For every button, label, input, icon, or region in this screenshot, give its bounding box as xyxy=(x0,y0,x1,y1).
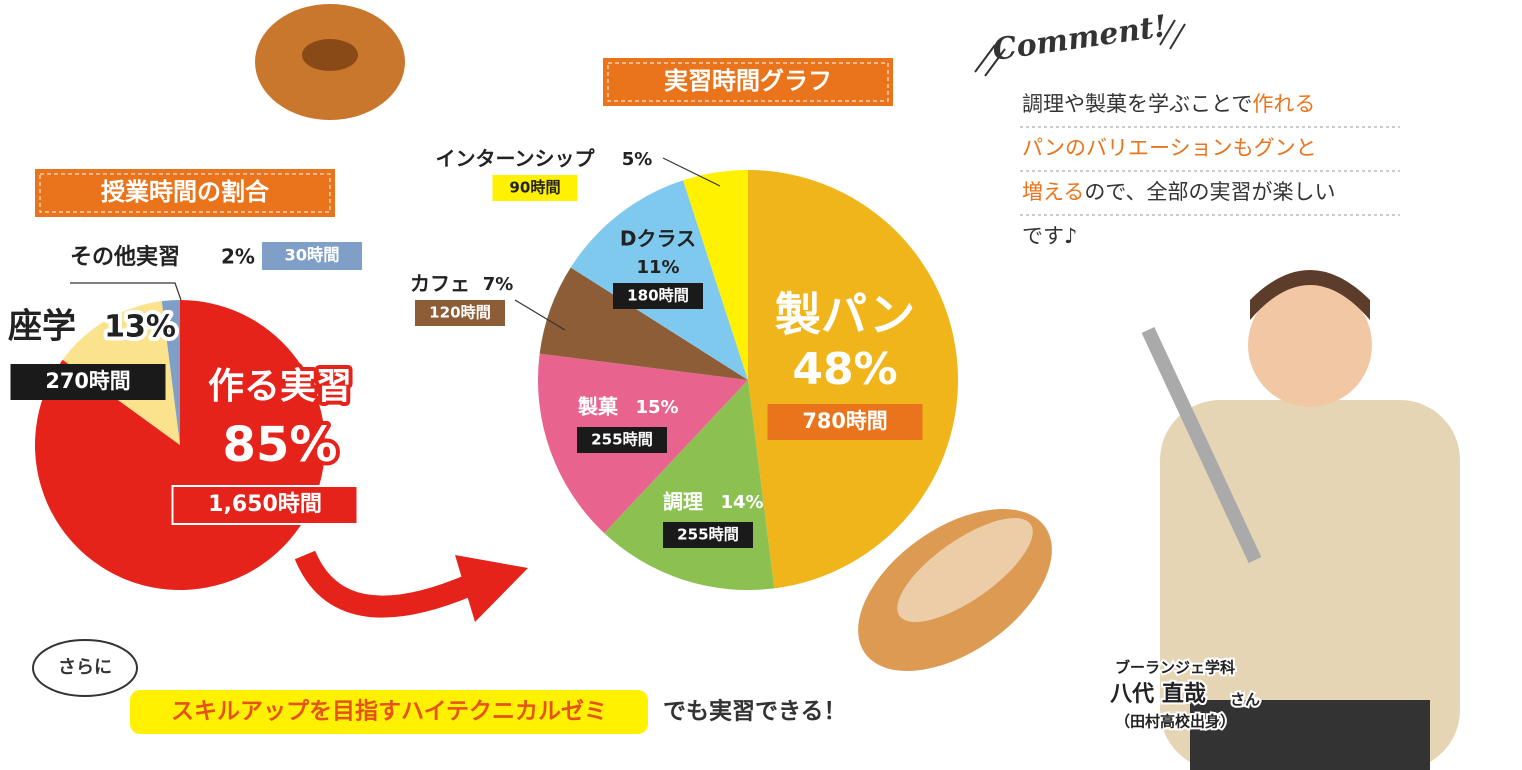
value-label: 5% xyxy=(622,149,653,170)
hour-box xyxy=(663,522,753,548)
pie-slice xyxy=(161,300,180,445)
value-label: 15% xyxy=(635,397,678,418)
comment-segment: ので、全部の実習が楽しい xyxy=(1084,180,1335,204)
school: （田村高校出身） xyxy=(1115,713,1235,731)
highlight-box xyxy=(130,690,648,734)
title-banner xyxy=(603,58,893,106)
category-label: インターンシップ xyxy=(436,147,596,171)
category-label: 作る実習 xyxy=(208,366,352,407)
hour-box xyxy=(767,404,923,440)
comment-line: パンのバリエーションもグンと xyxy=(1022,136,1317,160)
hour-label: 90時間 xyxy=(509,179,560,197)
donut-hole xyxy=(302,39,358,71)
hour-label: 270時間 xyxy=(45,369,130,393)
value-label: 13% xyxy=(104,310,176,345)
category-label: 製菓 xyxy=(578,395,619,419)
person-photo xyxy=(1141,270,1460,770)
value-label: 14% xyxy=(720,492,763,513)
hour-box xyxy=(10,364,166,400)
highlight-text: スキルアップを目指すハイテクニカルゼミ xyxy=(171,699,607,725)
pie-slice xyxy=(539,267,748,380)
hour-label: 255時間 xyxy=(677,526,739,544)
arrow-head xyxy=(455,555,528,622)
comment-line: 増えるので、全部の実習が楽しい xyxy=(1022,180,1336,204)
comment-segment: です♪ xyxy=(1022,224,1077,248)
category-label: その他実習 xyxy=(70,244,180,270)
person-name: 八代 直哉 xyxy=(1110,681,1206,707)
hour-box xyxy=(492,175,578,201)
category-label: 調理 xyxy=(663,490,703,514)
comment-segment: 作れる xyxy=(1252,92,1315,116)
hour-label: 255時間 xyxy=(591,431,653,449)
comment: Comment! 調理や製菓を学ぶことで作れるパンのバリエーションもグンと増える… xyxy=(974,9,1400,248)
value-label: 11% xyxy=(636,257,679,278)
title-border xyxy=(607,62,889,102)
category-label: 座学 xyxy=(8,307,76,347)
value-label: 85% xyxy=(223,417,338,473)
hour-label: 180時間 xyxy=(627,287,689,305)
pie-slice xyxy=(683,170,748,380)
leader-line xyxy=(514,299,566,331)
title-banner xyxy=(35,169,335,217)
chart-title: 授業時間の割合 xyxy=(101,178,270,206)
hour-label: 1,650時間 xyxy=(208,492,322,517)
category-label: カフェ xyxy=(410,272,470,296)
leader-line xyxy=(662,157,721,187)
comment-line: です♪ xyxy=(1022,224,1077,248)
badge-bubble xyxy=(32,639,138,697)
category-label: Dクラス xyxy=(620,227,696,251)
hour-label: 30時間 xyxy=(284,246,339,265)
comment-line: 調理や製菓を学ぶことで作れる xyxy=(1022,92,1315,116)
comment-heading: Comment! xyxy=(991,9,1169,68)
hour-box xyxy=(415,300,505,326)
value-label: 48% xyxy=(792,344,897,395)
chart-title: 実習時間グラフ xyxy=(664,67,832,95)
value-label: 7% xyxy=(483,274,514,295)
comment-segment: 増える xyxy=(1022,180,1084,204)
value-label: 2% xyxy=(221,245,255,269)
hour-box xyxy=(577,427,667,453)
hour-label: 120時間 xyxy=(429,304,491,322)
leader-line xyxy=(70,282,182,301)
pie-slice xyxy=(748,170,959,589)
hour-box xyxy=(613,283,703,309)
arrow xyxy=(294,550,475,618)
bread-sugar xyxy=(897,517,1033,623)
title-border xyxy=(39,173,331,213)
hour-label: 780時間 xyxy=(802,409,887,433)
category-label: 製パン xyxy=(775,288,915,342)
badge-text: さらに xyxy=(58,657,112,678)
pie-slice xyxy=(570,180,748,380)
department: ブーランジェ学科 xyxy=(1115,659,1235,677)
hour-box xyxy=(171,485,359,525)
comment-segment: パンのバリエーションもグンと xyxy=(1022,136,1317,160)
footer-text: でも実習できる！ xyxy=(663,698,847,725)
hour-box xyxy=(262,242,362,270)
person-caption: ブーランジェ学科 八代 直哉 さん （田村高校出身） xyxy=(1108,657,1262,733)
comment-segment: 調理や製菓を学ぶことで xyxy=(1022,92,1252,116)
honorific: さん xyxy=(1230,691,1260,709)
